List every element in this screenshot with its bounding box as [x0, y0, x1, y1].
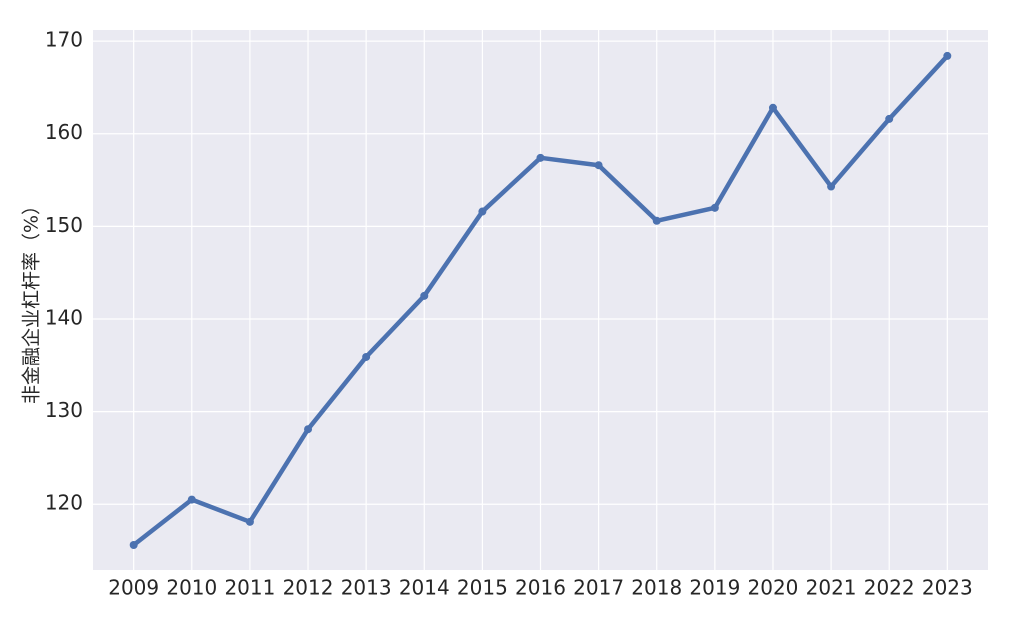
- y-tick-label: 140: [45, 305, 83, 329]
- y-axis-label: 非金融企业杠杆率（%）: [21, 196, 43, 404]
- x-tick-label: 2018: [631, 576, 682, 600]
- point: [768, 103, 777, 112]
- point: [710, 203, 719, 212]
- x-tick-label: 2017: [573, 576, 624, 600]
- x-tick-label: 2014: [399, 576, 450, 600]
- y-tick-label: 160: [45, 120, 83, 144]
- point: [187, 495, 196, 504]
- point: [362, 352, 371, 361]
- x-tick-label: 2020: [748, 576, 799, 600]
- x-tick-label: 2015: [457, 576, 508, 600]
- point: [594, 161, 603, 170]
- y-tick-label: 120: [45, 491, 83, 515]
- point: [129, 540, 138, 549]
- x-tick-label: 2019: [689, 576, 740, 600]
- y-tick-label: 130: [45, 398, 83, 422]
- point: [652, 216, 661, 225]
- point: [245, 517, 254, 526]
- x-tick-label: 2016: [515, 576, 566, 600]
- y-tick-label: 170: [45, 28, 83, 52]
- point: [536, 153, 545, 162]
- x-tick-label: 2013: [341, 576, 392, 600]
- x-tick-label: 2011: [224, 576, 275, 600]
- x-tick-label: 2021: [806, 576, 857, 600]
- x-tick-label: 2022: [864, 576, 915, 600]
- x-tick-label: 2023: [922, 576, 973, 600]
- point: [827, 182, 836, 191]
- point: [304, 425, 313, 434]
- y-tick-label: 150: [45, 213, 83, 237]
- point: [420, 291, 429, 300]
- point: [943, 51, 952, 60]
- x-tick-label: 2009: [108, 576, 159, 600]
- point: [478, 207, 487, 216]
- x-tick-label: 2010: [166, 576, 217, 600]
- point: [885, 114, 894, 123]
- x-tick-label: 2012: [283, 576, 334, 600]
